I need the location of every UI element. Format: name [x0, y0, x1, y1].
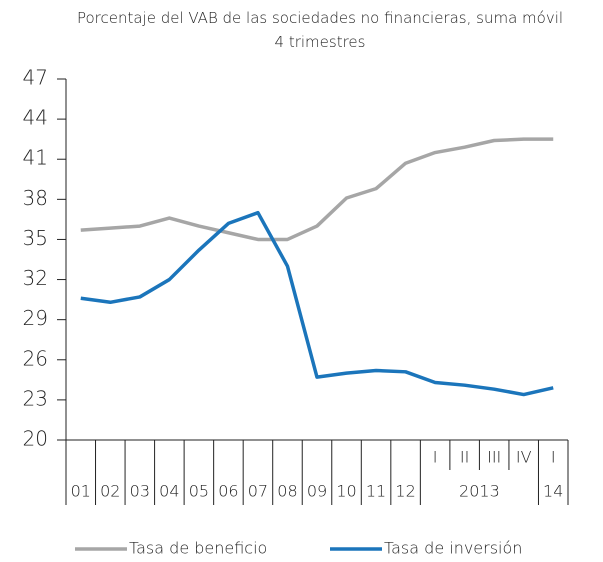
x-tick-label: 04 — [159, 482, 179, 501]
x-group-label: 14 — [543, 482, 563, 501]
legend-label: Tasa de beneficio — [129, 539, 267, 558]
y-tick-label: 23 — [23, 386, 48, 410]
y-tick-label: 35 — [23, 226, 48, 250]
y-tick-label: 26 — [23, 346, 48, 370]
x-tick-label: 06 — [218, 482, 238, 501]
x-tick-label: 11 — [366, 482, 386, 501]
x-tick-label: 03 — [130, 482, 150, 501]
x-tick-label: 07 — [248, 482, 268, 501]
series-line — [80, 210, 554, 397]
y-tick-label: 20 — [23, 427, 48, 451]
x-tick-label: 12 — [395, 482, 415, 501]
x-tick-label: 09 — [307, 482, 327, 501]
x-tick-label: 02 — [100, 482, 120, 501]
y-tick-label: 38 — [23, 186, 48, 210]
series-line — [80, 137, 554, 242]
x-group-label: 2013 — [459, 482, 500, 501]
x-tick-label: I — [433, 448, 438, 467]
x-tick-label: 10 — [336, 482, 356, 501]
y-tick-label: 32 — [23, 266, 48, 290]
chart-title: Porcentaje del VAB de las sociedades no … — [77, 9, 563, 51]
x-tick-label: III — [487, 448, 501, 467]
y-tick-label: 47 — [23, 66, 48, 90]
x-tick-label: II — [460, 448, 469, 467]
legend-label: Tasa de inversión — [384, 539, 522, 558]
y-tick-label: 29 — [23, 306, 48, 330]
x-tick-label: I — [551, 448, 556, 467]
x-tick-label: 05 — [189, 482, 209, 501]
x-tick-label: IV — [516, 448, 532, 467]
x-tick-label: 08 — [277, 482, 297, 501]
x-tick-label: 01 — [71, 482, 91, 501]
y-tick-label: 44 — [23, 106, 48, 130]
y-tick-label: 41 — [23, 146, 48, 170]
